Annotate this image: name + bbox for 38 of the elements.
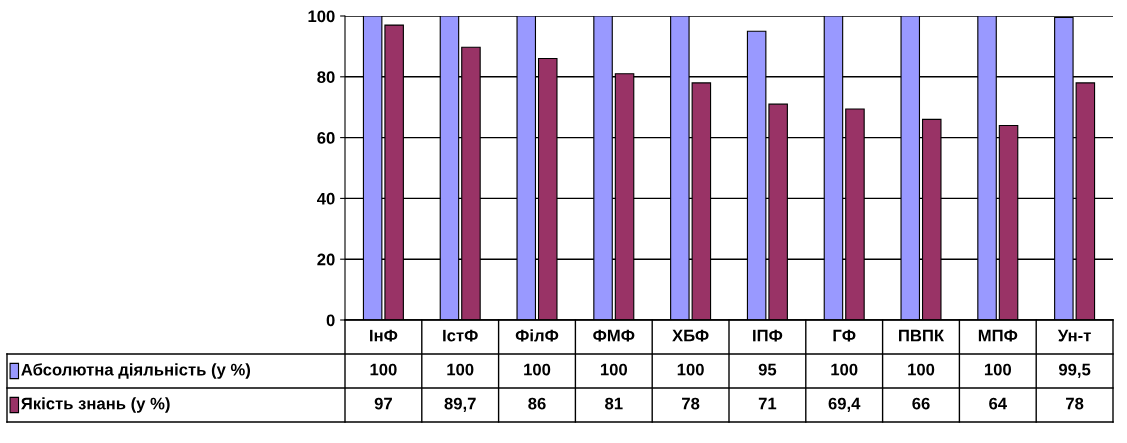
legend-label: Абсолютна діяльність (у %)	[21, 363, 251, 379]
data-label: 100	[370, 363, 397, 376]
data-label: 100	[447, 363, 474, 376]
data-label: 100	[524, 363, 551, 376]
data-label: 100	[677, 363, 704, 376]
y-tick-label: 40	[316, 192, 335, 205]
data-label: 95	[758, 363, 777, 376]
x-tick-label: ФілФ	[515, 329, 559, 342]
data-label: 69,4	[828, 397, 861, 412]
y-tick-label: 80	[317, 71, 335, 83]
data-label: 86	[528, 397, 546, 410]
data-label: 100	[908, 363, 935, 376]
legend-label: Якість знань (у %)	[21, 397, 170, 413]
x-tick-label: ФМФ	[593, 329, 635, 342]
data-label: 99,5	[1058, 363, 1091, 378]
data-label: 100	[600, 363, 628, 376]
x-tick-label: ХБФ	[672, 329, 709, 342]
y-tick-label: 0	[326, 314, 335, 327]
x-tick-label: ІПФ	[753, 329, 783, 342]
data-label: 100	[984, 363, 1012, 376]
data-label: 64	[989, 397, 1007, 410]
data-label: 89,7	[444, 397, 476, 412]
y-tick-label: 100	[308, 10, 335, 23]
data-label: 71	[758, 397, 777, 410]
data-label: 78	[682, 397, 700, 410]
x-tick-label: ГФ	[833, 329, 856, 342]
y-tick-label: 20	[317, 253, 335, 266]
data-label: 100	[831, 363, 858, 376]
x-tick-label: ІстФ	[443, 329, 478, 342]
x-tick-label: ІнФ	[370, 329, 398, 342]
data-label: 78	[1066, 397, 1084, 410]
x-tick-label: Ун-т	[1057, 329, 1091, 342]
data-label: 97	[374, 397, 392, 410]
y-tick-label: 60	[317, 132, 335, 144]
data-label: 66	[912, 397, 930, 410]
data-label: 81	[605, 397, 623, 410]
x-tick-label: ПВПК	[899, 329, 945, 342]
x-tick-label: МПФ	[978, 329, 1018, 342]
